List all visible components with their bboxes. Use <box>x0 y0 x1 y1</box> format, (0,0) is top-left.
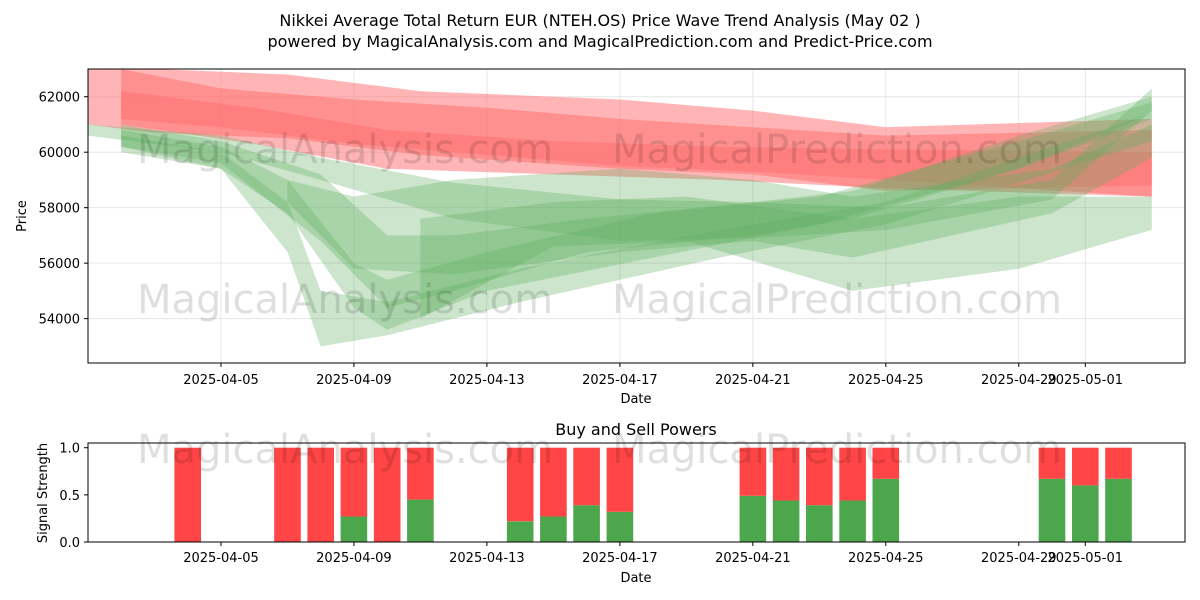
watermark-prediction-top: MagicalPrediction.com <box>612 127 1062 173</box>
power-chart: Buy and Sell Powers MagicalAnalysis.com … <box>36 420 1186 586</box>
price-y-tick-label: 62000 <box>39 91 80 106</box>
price-y-tick-label: 54000 <box>39 313 80 328</box>
power-x-tick-label: 2025-04-25 <box>848 551 924 566</box>
sell-power-bar <box>307 447 334 542</box>
sell-power-bar <box>806 447 833 506</box>
price-y-tick-label: 60000 <box>39 146 80 161</box>
power-y-tick-label: 0.0 <box>59 536 80 551</box>
price-x-tick-label: 2025-04-13 <box>449 373 525 388</box>
power-x-tick-label: 2025-04-13 <box>449 551 525 566</box>
power-x-axis-label: Date <box>620 571 651 586</box>
price-y-tick-label: 56000 <box>39 257 80 272</box>
sell-power-bar <box>506 447 534 522</box>
chart-title-line1: Nikkei Average Total Return EUR (NTEH.OS… <box>279 11 920 30</box>
power-watermarks: MagicalAnalysis.com MagicalPrediction.co… <box>137 427 1062 473</box>
price-axis-ticks: 2025-04-05 2025-04-09 2025-04-13 2025-04-17… <box>39 91 1123 388</box>
buy-power-bar <box>772 500 800 542</box>
sell-power-bar <box>872 447 900 479</box>
sell-power-bar <box>839 447 866 501</box>
watermark-analysis-bottom: MagicalAnalysis.com <box>137 427 553 473</box>
sell-power-bar <box>739 447 767 496</box>
power-plot-frame <box>87 442 1186 543</box>
price-x-tick-label: 2025-04-29 <box>981 373 1057 388</box>
buy-power-bar <box>506 521 534 542</box>
buy-power-bar <box>407 499 434 542</box>
watermark-analysis-mid: MagicalAnalysis.com <box>137 277 553 323</box>
buy-power-bar <box>540 516 567 542</box>
watermark-prediction-mid: MagicalPrediction.com <box>612 277 1062 323</box>
power-x-tick-label: 2025-04-29 <box>981 551 1057 566</box>
power-x-tick-label: 2025-04-09 <box>316 551 392 566</box>
power-chart-title: Buy and Sell Powers <box>555 420 717 439</box>
price-grid <box>88 69 1185 363</box>
buy-power-bar <box>839 500 866 542</box>
price-wave-bands <box>88 69 1152 347</box>
price-x-tick-label: 2025-04-05 <box>183 373 259 388</box>
buy-power-bar <box>606 511 634 542</box>
chart-title-line2: powered by MagicalAnalysis.com and Magic… <box>267 32 932 51</box>
power-bars <box>174 447 1132 542</box>
power-x-tick-label: 2025-04-17 <box>582 551 658 566</box>
sell-power-bar <box>407 447 434 500</box>
red-wave-band-3 <box>121 91 1152 197</box>
sell-power-bar <box>772 447 800 501</box>
price-x-axis-label: Date <box>620 392 651 407</box>
price-y-tick-label: 58000 <box>39 202 80 217</box>
price-plot-frame <box>87 68 1186 364</box>
price-x-tick-label: 2025-04-21 <box>715 373 791 388</box>
price-watermarks: MagicalAnalysis.com MagicalPrediction.co… <box>137 127 1062 323</box>
watermark-prediction-bottom: MagicalPrediction.com <box>612 427 1062 473</box>
power-y-axis-label: Signal Strength <box>36 443 51 543</box>
buy-power-bar <box>573 505 600 542</box>
green-wave-band-2 <box>121 96 1152 308</box>
buy-power-bar <box>1072 485 1099 542</box>
price-x-tick-label: 2025-05-01 <box>1047 373 1123 388</box>
price-y-axis-label: Price <box>15 200 30 232</box>
green-wave-band-1 <box>88 88 1152 242</box>
power-y-tick-label: 1.0 <box>59 442 80 457</box>
sell-power-bar <box>373 447 401 542</box>
sell-power-bar <box>340 447 368 517</box>
sell-power-bar <box>1105 447 1132 479</box>
sell-power-bar <box>1072 447 1099 486</box>
sell-power-bar <box>1038 447 1066 479</box>
price-x-tick-label: 2025-04-17 <box>582 373 658 388</box>
buy-power-bar <box>1105 478 1132 542</box>
green-wave-band-6 <box>420 196 1152 319</box>
sell-power-bar <box>174 447 201 542</box>
buy-power-bar <box>340 516 368 542</box>
price-x-tick-label: 2025-04-09 <box>316 373 392 388</box>
power-x-tick-label: 2025-05-01 <box>1047 551 1123 566</box>
sell-power-bar <box>573 447 600 506</box>
price-chart: MagicalAnalysis.com MagicalPrediction.co… <box>15 68 1186 407</box>
green-wave-band-5 <box>287 124 1152 275</box>
buy-power-bar <box>806 505 833 542</box>
sell-power-bar <box>274 447 301 542</box>
buy-power-bar <box>739 495 767 542</box>
power-axis-ticks: 2025-04-05 2025-04-09 2025-04-13 2025-04-17… <box>59 442 1123 566</box>
power-x-tick-label: 2025-04-21 <box>715 551 791 566</box>
sell-power-bar <box>540 447 567 517</box>
watermark-analysis-top: MagicalAnalysis.com <box>137 127 553 173</box>
buy-power-bar <box>1038 478 1066 542</box>
power-x-tick-label: 2025-04-05 <box>183 551 259 566</box>
price-x-tick-label: 2025-04-25 <box>848 373 924 388</box>
sell-power-bar <box>606 447 634 512</box>
buy-power-bar <box>872 478 900 542</box>
power-y-tick-label: 0.5 <box>59 489 80 504</box>
